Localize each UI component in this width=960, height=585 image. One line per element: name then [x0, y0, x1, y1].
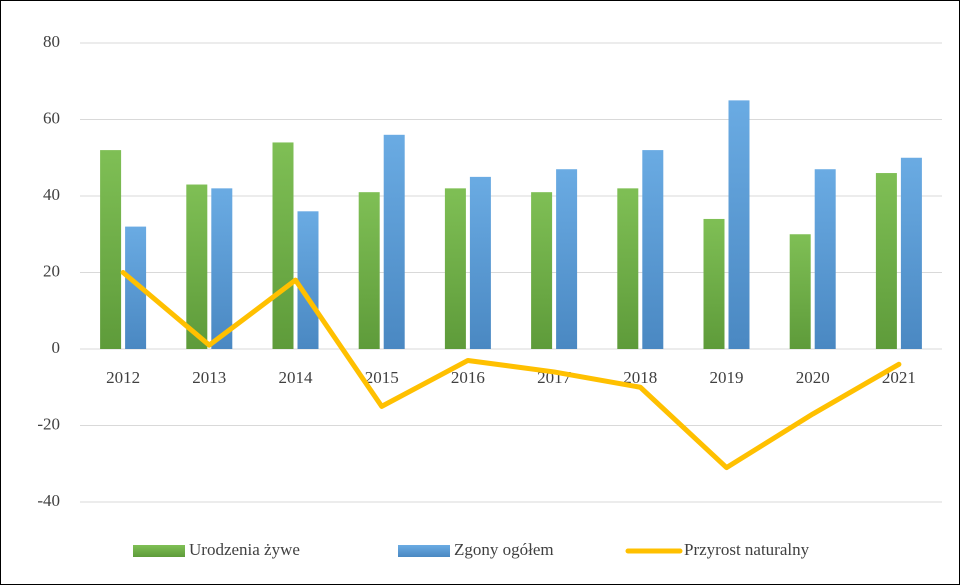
x-tick-label: 2012 [106, 368, 140, 387]
x-tick-label: 2013 [192, 368, 226, 387]
bar [383, 134, 405, 349]
y-tick-label: 80 [43, 32, 60, 51]
x-tick-label: 2019 [710, 368, 744, 387]
bar [272, 142, 294, 349]
bar [358, 192, 380, 349]
x-tick-label: 2016 [451, 368, 485, 387]
bar [617, 188, 639, 349]
bar [444, 188, 466, 349]
y-tick-label: 60 [43, 108, 60, 127]
legend-label: Zgony ogółem [454, 540, 554, 559]
bar [125, 226, 147, 349]
y-tick-label: 40 [43, 185, 60, 204]
bar [556, 169, 578, 349]
legend-swatch [398, 545, 450, 557]
bar [531, 192, 553, 349]
x-tick-label: 2020 [796, 368, 830, 387]
y-tick-label: -20 [37, 414, 60, 433]
bar [703, 218, 725, 349]
bar [100, 150, 122, 349]
bar [814, 169, 836, 349]
bar [728, 100, 750, 349]
bar [211, 188, 233, 349]
x-tick-label: 2015 [365, 368, 399, 387]
bar [900, 157, 922, 349]
x-tick-label: 2014 [279, 368, 314, 387]
y-tick-label: 0 [52, 338, 61, 357]
x-tick-label: 2018 [623, 368, 657, 387]
bar [642, 150, 664, 349]
legend-swatch [133, 545, 185, 557]
bar [297, 211, 319, 349]
bar [875, 173, 897, 349]
x-tick-label: 2021 [882, 368, 916, 387]
bar [789, 234, 811, 349]
legend-label: Przyrost naturalny [684, 540, 810, 559]
y-tick-label: 20 [43, 261, 60, 280]
bar [186, 184, 208, 349]
legend-label: Urodzenia żywe [189, 540, 300, 559]
line [120, 270, 902, 471]
y-tick-label: -40 [37, 491, 60, 510]
bar [469, 176, 491, 349]
